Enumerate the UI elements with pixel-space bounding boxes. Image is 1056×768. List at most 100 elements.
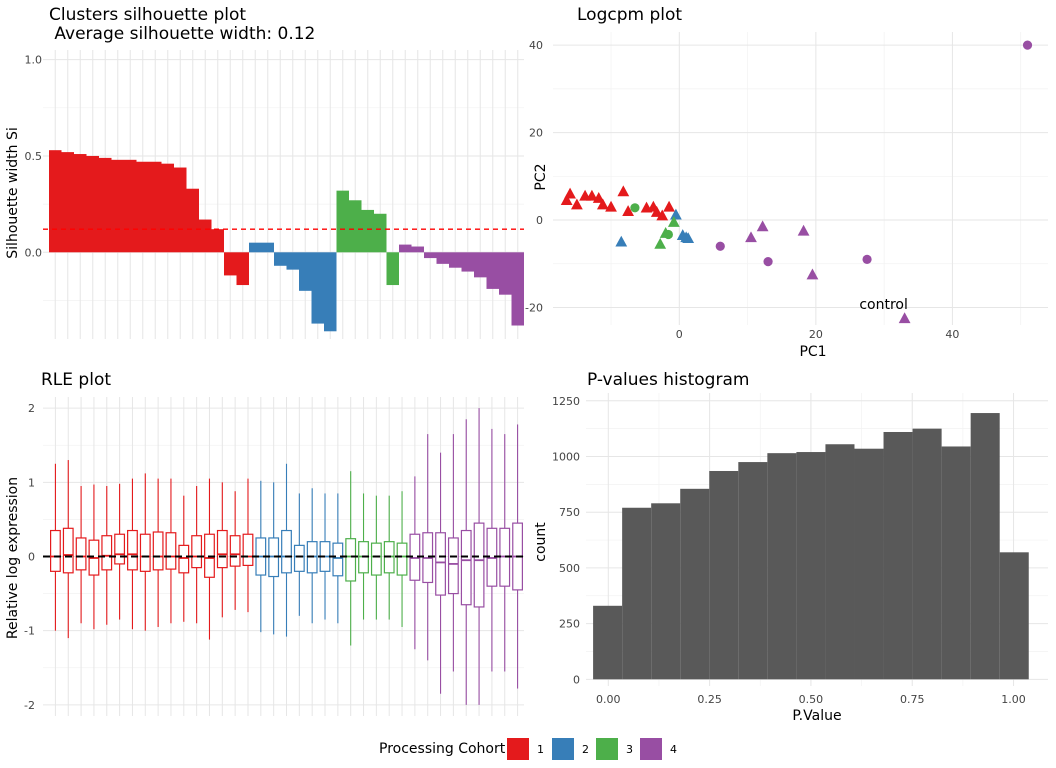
silhouette-bar	[99, 157, 112, 253]
rle-box	[293, 493, 305, 616]
histogram-bar	[854, 448, 884, 680]
rle-y-tick-label: 2	[28, 402, 35, 415]
rle-box	[268, 482, 280, 635]
silhouette-bar	[224, 252, 237, 276]
logcpm-x-tick-label: 0	[676, 328, 683, 341]
rle-box	[383, 495, 395, 620]
legend-item-2: 2	[552, 737, 589, 761]
rle-box	[499, 434, 511, 672]
silhouette-bar	[511, 252, 524, 326]
rle-box	[216, 482, 228, 618]
silhouette-bar	[386, 252, 399, 286]
rle-box-body	[152, 531, 164, 571]
logcpm-y-tick-label: 0	[536, 214, 543, 227]
legend-title: Processing Cohort	[379, 741, 506, 757]
rle-y-label: Relative log expression	[5, 477, 21, 639]
rle-box	[473, 408, 485, 705]
logcpm-point	[898, 312, 911, 324]
silhouette-bar	[486, 252, 499, 289]
logcpm-point	[560, 194, 573, 206]
silhouette-bar	[236, 252, 249, 286]
rle-box	[370, 495, 382, 620]
histogram-x-tick-label: 0.00	[596, 693, 621, 706]
rle-box	[178, 495, 190, 622]
silhouette-y-tick-label: 1.0	[25, 54, 43, 67]
histogram-y-tick-label: 0	[573, 673, 580, 686]
logcpm-point	[654, 237, 667, 249]
silhouette-bar	[86, 155, 99, 253]
histogram-bar	[796, 452, 826, 680]
silhouette-bar	[74, 154, 87, 253]
rle-box-body	[50, 529, 61, 572]
logcpm-title: Logcpm plot	[577, 5, 682, 25]
rle-box	[152, 478, 164, 627]
rle-box	[409, 476, 421, 650]
legend-swatch-3	[596, 738, 618, 760]
silhouette-bar	[149, 161, 162, 253]
histogram-y-tick-label: 500	[559, 562, 580, 575]
silhouette-bar	[211, 229, 224, 253]
logcpm-point	[592, 191, 605, 203]
histogram-x-tick-label: 1.00	[1001, 693, 1026, 706]
silhouette-bar	[449, 252, 462, 268]
legend-label-2: 2	[582, 742, 589, 756]
rle-box-body	[75, 537, 87, 571]
histogram-bar	[651, 503, 681, 680]
rle-box-body	[435, 532, 446, 596]
silhouette-bar	[336, 190, 349, 253]
silhouette-bar	[186, 188, 199, 253]
rle-box	[332, 493, 344, 624]
rle-box	[242, 478, 254, 613]
histogram-bar	[622, 507, 652, 680]
rle-box	[101, 486, 113, 625]
histogram-bar	[941, 446, 971, 680]
logcpm-point	[656, 209, 669, 221]
silhouette-bar	[61, 152, 74, 253]
histogram-bar	[825, 444, 855, 680]
histogram-title: P-values histogram	[587, 370, 749, 390]
legend-swatch-4	[640, 738, 662, 760]
silhouette-bar	[324, 252, 337, 332]
rle-box-body	[332, 542, 344, 577]
silhouette-bar	[311, 252, 324, 324]
rle-y-tick-label: -1	[24, 625, 35, 638]
rle-box	[460, 419, 472, 705]
silhouette-bar	[299, 252, 312, 291]
control-annotation: control	[859, 297, 908, 313]
rle-box-body	[101, 535, 113, 571]
silhouette-bar	[374, 213, 387, 253]
rle-box-body	[114, 533, 126, 565]
histogram-bar	[912, 428, 942, 680]
histogram-bar	[680, 488, 710, 680]
rle-box	[139, 473, 151, 631]
silhouette-bar	[274, 252, 287, 266]
rle-y-tick-label: 0	[28, 551, 35, 564]
rle-title: RLE plot	[41, 370, 111, 390]
logcpm-point	[670, 208, 682, 220]
rle-box	[396, 491, 408, 627]
rle-box	[204, 478, 215, 640]
logcpm-point	[586, 189, 598, 201]
pvalue-histogram-panel: P-values histogram 0.00 0.25 0.50 0.75 1.00 0…	[533, 370, 1048, 724]
silhouette-bar	[461, 252, 474, 272]
histogram-bar	[593, 605, 623, 680]
histogram-x-tick-label: 0.50	[799, 693, 824, 706]
rle-box	[165, 478, 177, 624]
rle-box-body	[178, 544, 190, 574]
rle-box-body	[460, 529, 472, 606]
rle-box	[191, 486, 203, 624]
rle-box	[50, 463, 61, 631]
histogram-y-tick-label: 1250	[552, 395, 580, 408]
legend-item-4: 4	[640, 737, 677, 761]
rle-box-body	[216, 529, 228, 569]
rle-box-body	[447, 537, 459, 595]
logcpm-panel: Logcpm plot 0 20 40 -20 0 20 40 control PC1 PC…	[525, 5, 1048, 360]
silhouette-title-line-2: Average silhouette width: 0.12	[49, 24, 315, 44]
silhouette-bar	[286, 252, 299, 270]
silhouette-bar	[161, 163, 174, 253]
histogram-bar	[767, 453, 797, 680]
silhouette-bar	[124, 159, 137, 253]
silhouette-bar	[111, 159, 124, 253]
logcpm-point	[615, 235, 628, 247]
silhouette-bar	[261, 242, 274, 253]
